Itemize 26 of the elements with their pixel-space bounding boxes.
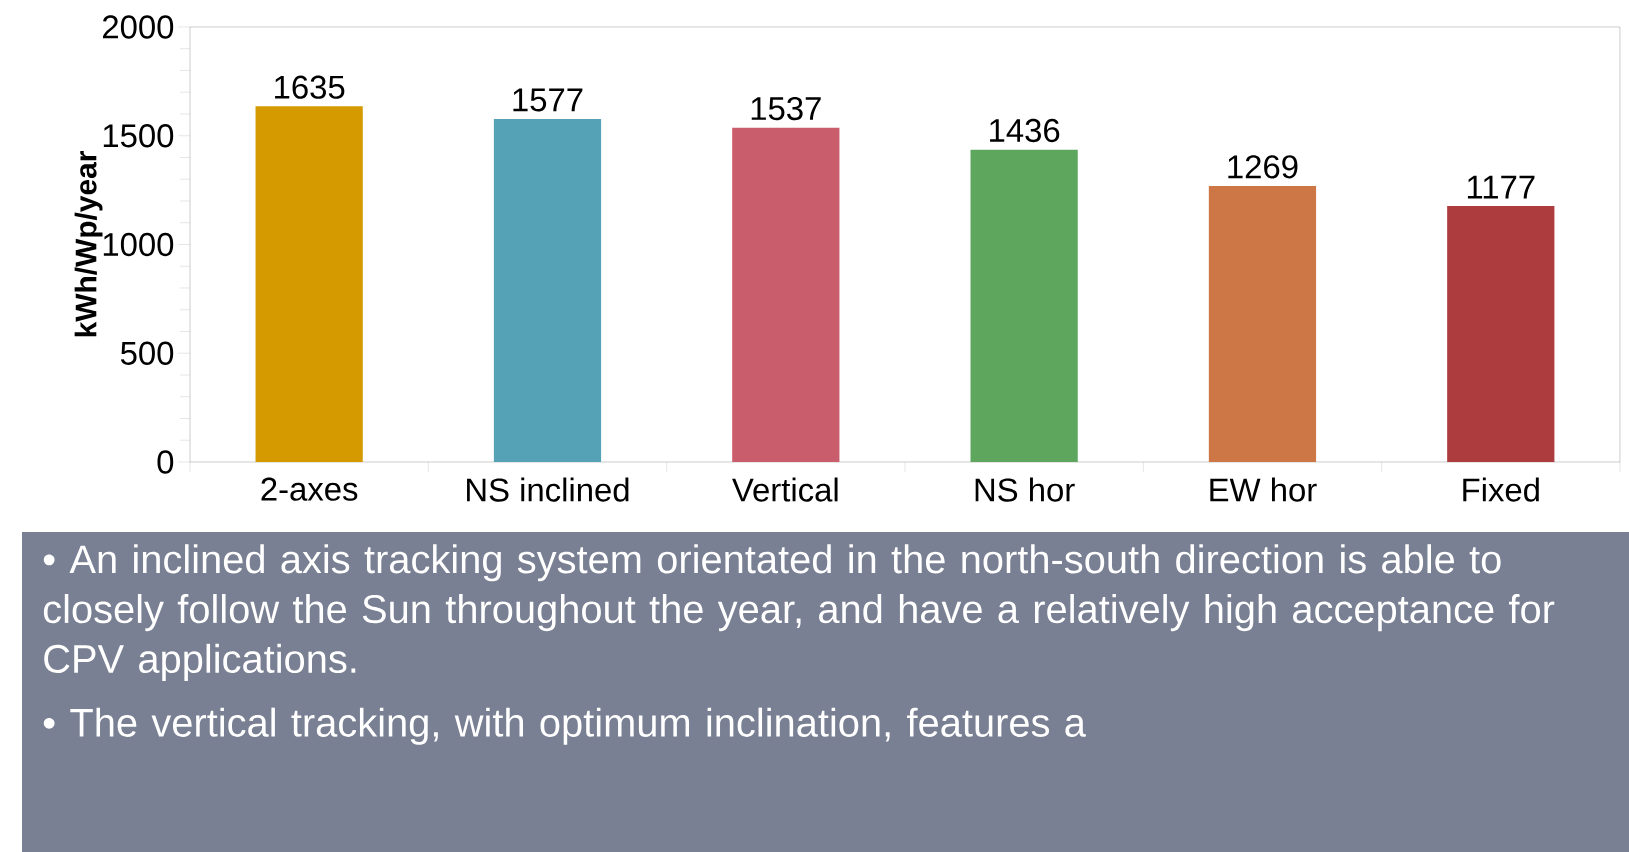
y-tick-label: 0 xyxy=(157,450,174,474)
y-tick-label: 2000 xyxy=(103,15,174,39)
x-tick-label: NS inclined xyxy=(467,477,629,502)
data-label: 1269 xyxy=(1228,155,1298,179)
bar xyxy=(255,106,363,462)
data-label: 1577 xyxy=(513,88,583,112)
y-tick-label: 1500 xyxy=(103,124,174,148)
bar xyxy=(493,118,602,462)
data-label: 1436 xyxy=(990,118,1060,143)
data-label: 1635 xyxy=(275,75,345,99)
bar xyxy=(970,149,1078,462)
data-label: 1537 xyxy=(751,96,821,121)
bar xyxy=(1447,205,1555,462)
x-tick-label: NS hor xyxy=(975,477,1075,502)
y-tick-label: 1000 xyxy=(103,232,174,257)
bar xyxy=(732,127,840,462)
x-tick-label: EW hor xyxy=(1210,477,1317,502)
bar xyxy=(1208,185,1317,462)
text: • The vertical tracking, with optimum inclination, features a xyxy=(43,707,1086,745)
text: • An inclined axis tracking system orientated in the north-south direction is able to closely follow the Sun throughout the year, and have a relatively high acceptance for CPV applications. xyxy=(43,544,1555,681)
x-tick-label: Vertical xyxy=(732,477,838,502)
y-tick-label: 500 xyxy=(120,341,174,365)
x-tick-label: Fixed xyxy=(1463,477,1539,502)
y-axis-title: kWh/Wp/year xyxy=(74,151,103,337)
data-label: 1177 xyxy=(1467,175,1535,199)
x-tick-label: 2-axes xyxy=(261,477,358,501)
